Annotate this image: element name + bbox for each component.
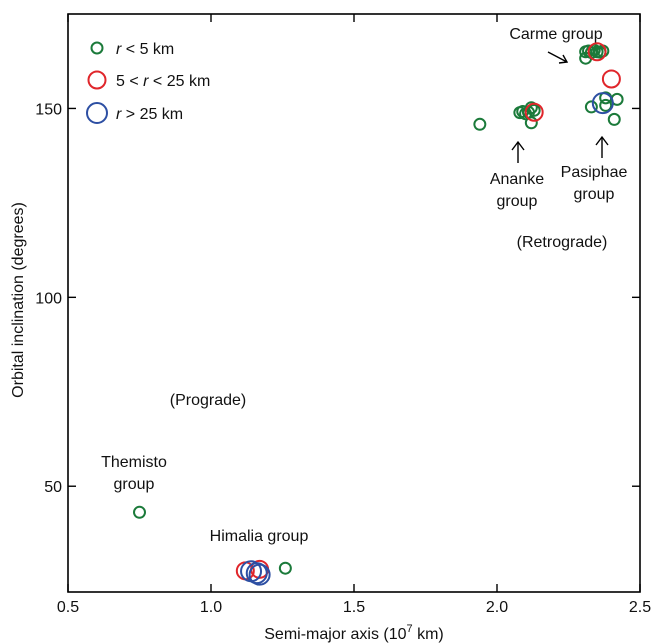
legend-label-medium: 5 < r < 25 km xyxy=(116,73,210,90)
point-small xyxy=(473,117,487,131)
annotation-themisto-line2: group xyxy=(114,476,155,493)
point-small xyxy=(527,103,541,117)
point-small xyxy=(524,101,538,115)
annotation-retrograde: (Retrograde) xyxy=(517,234,608,251)
arrowhead-carme xyxy=(558,54,569,64)
annotation-ananke-line2: group xyxy=(497,193,538,210)
arrowhead-ananke xyxy=(511,140,525,151)
x-axis-title: Semi-major axis (107 km) xyxy=(264,623,444,643)
y-tick-label: 100 xyxy=(35,290,62,307)
annotation-ananke-line1: Ananke xyxy=(490,171,544,188)
series-small xyxy=(133,43,624,575)
data-points xyxy=(133,42,624,586)
legend-label-small: r < 5 km xyxy=(116,41,174,58)
x-tick-label: 0.5 xyxy=(57,599,79,616)
annotation-carme: Carme group xyxy=(509,26,602,43)
point-medium xyxy=(524,102,544,122)
x-tick-label: 1.0 xyxy=(200,599,222,616)
annotation-pasiphae-line1: Pasiphae xyxy=(561,164,628,181)
x-tick-label: 1.5 xyxy=(343,599,365,616)
annotation-pasiphae-line2: group xyxy=(574,186,615,203)
point-medium xyxy=(587,42,607,62)
annotations: Carme group Ananke group Pasiphae group … xyxy=(101,26,627,545)
arrowhead-pasiphae xyxy=(595,135,609,146)
legend-marker-medium xyxy=(87,70,107,90)
point-small xyxy=(133,505,146,519)
point-large xyxy=(591,92,614,115)
axis-ticks: 0.5 1.0 1.5 2.0 2.5 50 100 150 xyxy=(35,14,651,616)
point-large xyxy=(245,562,268,585)
point-small xyxy=(524,116,538,130)
point-small xyxy=(584,100,598,114)
arrow-carme xyxy=(547,51,568,63)
legend-label-large: r > 25 km xyxy=(116,106,183,123)
y-tick-label: 50 xyxy=(44,479,62,496)
point-medium xyxy=(601,69,621,89)
legend: r < 5 km 5 < r < 25 km r > 25 km xyxy=(86,41,210,124)
point-small xyxy=(607,112,621,126)
point-small xyxy=(278,561,292,575)
point-small xyxy=(599,98,613,112)
legend-marker-large xyxy=(86,102,108,124)
x-tick-label: 2.5 xyxy=(629,599,651,616)
annotation-prograde: (Prograde) xyxy=(170,392,246,409)
annotation-himalia: Himalia group xyxy=(210,528,309,545)
y-tick-label: 150 xyxy=(35,101,62,118)
x-tick-label: 2.0 xyxy=(486,599,508,616)
y-axis-title: Orbital inclination (degrees) xyxy=(10,202,27,398)
annotation-themisto-line1: Themisto xyxy=(101,454,167,471)
legend-marker-small xyxy=(90,41,104,55)
point-large xyxy=(248,563,271,586)
series-medium xyxy=(235,42,621,581)
series-large xyxy=(240,92,614,586)
plot-frame xyxy=(67,13,641,593)
